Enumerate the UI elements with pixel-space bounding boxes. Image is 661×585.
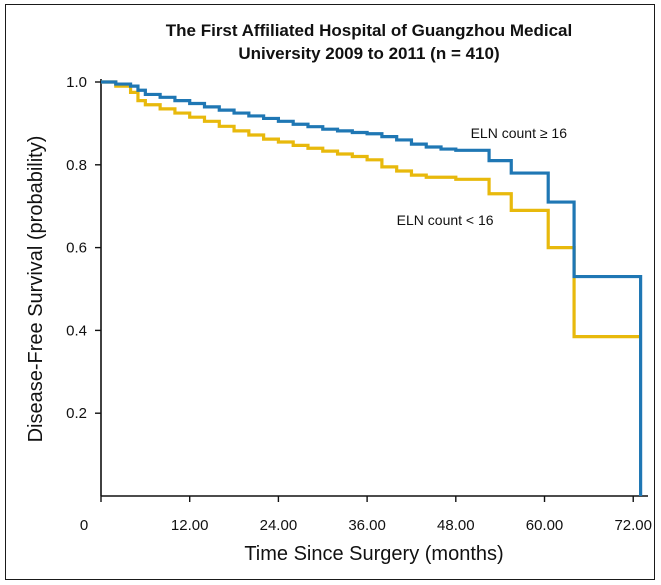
x-tick-label: 72.00	[614, 517, 652, 534]
x-tick-label: 48.00	[437, 517, 475, 534]
y-tick-label: 0.8	[66, 157, 87, 174]
y-tick-label: 1.0	[66, 74, 87, 91]
x-axis-label: Time Since Surgery (months)	[244, 543, 503, 565]
x-tick-label: 0	[80, 517, 88, 534]
title-line-2: University 2009 to 2011 (n = 410)	[238, 44, 499, 63]
annotation-label: ELN count ≥ 16	[471, 125, 568, 141]
x-tick-label: 36.00	[348, 517, 386, 534]
chart-frame	[5, 4, 655, 580]
x-tick-label: 12.00	[171, 517, 209, 534]
y-axis-label: Disease-Free Survival (probability)	[25, 136, 47, 443]
x-tick-label: 24.00	[260, 517, 298, 534]
y-ticks: 0.2 0.4 0.6 0.8 1.0	[66, 74, 101, 422]
chart-title: The First Affiliated Hospital of Guangzh…	[166, 21, 572, 63]
y-tick-label: 0.2	[66, 405, 87, 422]
series-line-eln-lt-16	[101, 80, 641, 339]
axes	[100, 79, 648, 497]
y-tick-label: 0.6	[66, 240, 87, 257]
series	[101, 80, 643, 496]
x-ticks: 0 12.00 24.00 36.00 48.00 60.00 72.00	[80, 496, 652, 534]
y-tick-label: 0.4	[66, 322, 87, 339]
title-line-1: The First Affiliated Hospital of Guangzh…	[166, 21, 572, 40]
series-line-eln-ge-16	[101, 80, 643, 496]
annotations: ELN count ≥ 16 ELN count < 16	[397, 125, 568, 228]
annotation-label: ELN count < 16	[397, 212, 494, 228]
x-tick-label: 60.00	[526, 517, 564, 534]
